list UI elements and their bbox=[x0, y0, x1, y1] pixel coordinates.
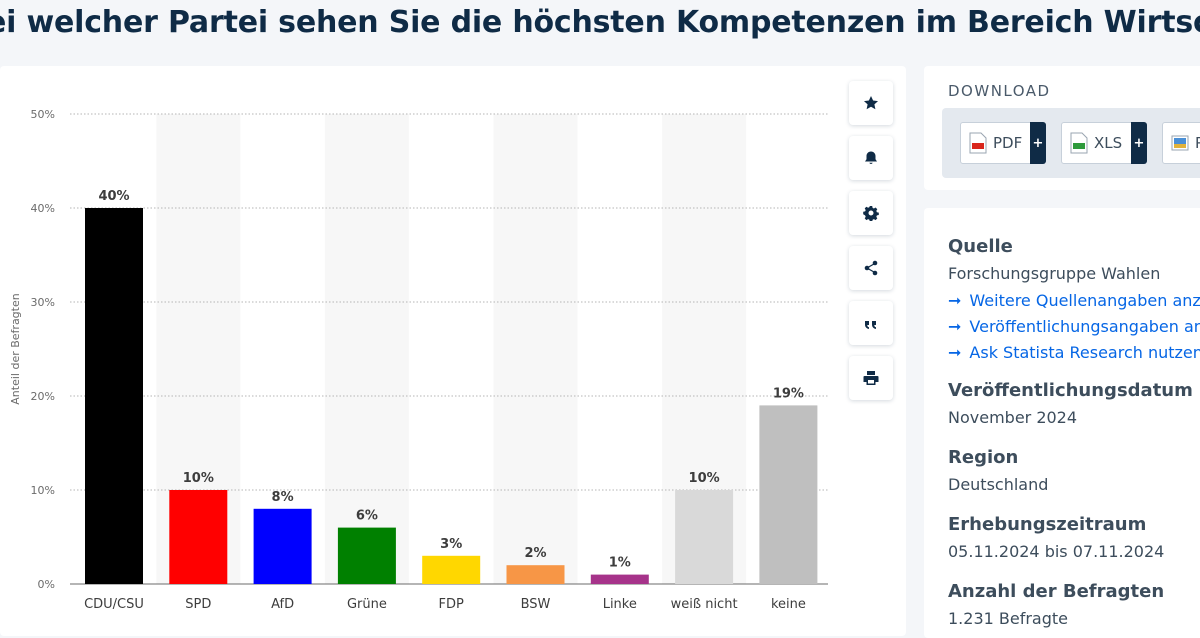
y-tick-label: 10% bbox=[31, 484, 55, 497]
pdf-file-icon bbox=[969, 132, 987, 154]
xls-label: XLS bbox=[1094, 134, 1123, 152]
x-tick-label: SPD bbox=[185, 597, 211, 612]
more-source-link-label: Weitere Quellenangaben anzei bbox=[969, 291, 1200, 310]
info-panel: Quelle Forschungsgruppe Wahlen ➞ Weitere … bbox=[924, 208, 1200, 638]
bar bbox=[169, 490, 228, 584]
download-png-button[interactable]: P bbox=[1162, 122, 1200, 164]
y-tick-label: 0% bbox=[38, 578, 55, 591]
publication-info-link-label: Veröffentlichungsangaben anze bbox=[969, 317, 1200, 336]
bell-icon bbox=[865, 151, 877, 165]
bar bbox=[253, 508, 312, 584]
download-bar: PDF + XLS + P bbox=[942, 108, 1200, 178]
quote-icon bbox=[865, 321, 876, 329]
source-text: Forschungsgruppe Wahlen bbox=[948, 264, 1161, 283]
x-tick-label: FDP bbox=[439, 597, 464, 612]
more-source-link[interactable]: ➞ Weitere Quellenangaben anzei bbox=[948, 291, 1200, 310]
bar bbox=[506, 565, 565, 584]
settings-button[interactable] bbox=[849, 191, 893, 235]
y-tick-label: 50% bbox=[31, 108, 55, 121]
respondents-text: 1.231 Befragte bbox=[948, 609, 1068, 628]
favorite-button[interactable] bbox=[849, 81, 893, 125]
data-label: 3% bbox=[440, 537, 462, 552]
period-text: 05.11.2024 bis 07.11.2024 bbox=[948, 542, 1165, 561]
download-xls-button[interactable]: XLS + bbox=[1061, 122, 1147, 164]
x-tick-label: Linke bbox=[603, 597, 637, 612]
print-button[interactable] bbox=[849, 356, 893, 400]
region-text: Deutschland bbox=[948, 475, 1049, 494]
printer-icon bbox=[863, 371, 879, 385]
bar bbox=[422, 555, 481, 584]
pubdate-heading: Veröffentlichungsdatum bbox=[948, 380, 1193, 401]
x-tick-label: CDU/CSU bbox=[84, 597, 144, 612]
bar bbox=[590, 574, 649, 584]
pdf-plus[interactable]: + bbox=[1030, 122, 1046, 164]
data-label: 1% bbox=[609, 556, 631, 571]
chart-card bbox=[0, 66, 906, 636]
arrow-right-icon: ➞ bbox=[948, 317, 962, 336]
gear-icon bbox=[863, 206, 879, 221]
category-band bbox=[324, 114, 409, 584]
publication-info-link[interactable]: ➞ Veröffentlichungsangaben anze bbox=[948, 317, 1200, 336]
bar bbox=[337, 527, 396, 584]
bar bbox=[759, 405, 818, 584]
x-tick-label: keine bbox=[771, 597, 806, 612]
category-band bbox=[493, 114, 578, 584]
pubdate-text: November 2024 bbox=[948, 408, 1078, 427]
y-tick-label: 40% bbox=[31, 202, 55, 215]
region-heading: Region bbox=[948, 447, 1019, 468]
download-pdf-button[interactable]: PDF + bbox=[960, 122, 1046, 164]
page-title: ei welcher Partei sehen Sie die höchsten… bbox=[0, 5, 1200, 40]
data-label: 10% bbox=[183, 471, 214, 486]
data-label: 19% bbox=[773, 386, 804, 401]
image-file-icon bbox=[1171, 132, 1189, 154]
data-label: 2% bbox=[524, 546, 546, 561]
download-title: DOWNLOAD bbox=[948, 82, 1051, 100]
y-tick-label: 30% bbox=[31, 296, 55, 309]
png-label: P bbox=[1195, 134, 1200, 152]
share-icon bbox=[864, 260, 878, 276]
download-panel: DOWNLOAD PDF + XLS + P bbox=[924, 66, 1200, 190]
notification-button[interactable] bbox=[849, 136, 893, 180]
bar-chart: 0% 10% 20% 30% 40% 50% Anteil der Befragten 40%… bbox=[9, 108, 828, 612]
star-icon bbox=[864, 96, 878, 110]
arrow-right-icon: ➞ bbox=[948, 343, 962, 362]
ask-research-link[interactable]: ➞ Ask Statista Research nutzen bbox=[948, 343, 1200, 362]
xls-file-icon bbox=[1070, 132, 1088, 154]
bar bbox=[85, 208, 143, 584]
data-label: 8% bbox=[272, 490, 294, 505]
arrow-right-icon: ➞ bbox=[948, 291, 962, 310]
pdf-label: PDF bbox=[993, 134, 1023, 152]
x-tick-label: weiß nicht bbox=[671, 597, 738, 612]
respondents-heading: Anzahl der Befragten bbox=[948, 581, 1165, 602]
x-tick-label: AfD bbox=[271, 597, 294, 612]
share-button[interactable] bbox=[849, 246, 893, 290]
period-heading: Erhebungszeitraum bbox=[948, 514, 1147, 535]
ask-research-link-label: Ask Statista Research nutzen bbox=[969, 343, 1200, 362]
cite-button[interactable] bbox=[849, 301, 893, 345]
data-label: 40% bbox=[98, 189, 129, 204]
x-tick-label: BSW bbox=[521, 597, 551, 612]
y-tick-label: 20% bbox=[31, 390, 55, 403]
source-heading: Quelle bbox=[948, 236, 1013, 257]
bar bbox=[675, 490, 734, 584]
data-label: 10% bbox=[689, 471, 720, 486]
data-label: 6% bbox=[356, 509, 378, 524]
xls-plus[interactable]: + bbox=[1131, 122, 1147, 164]
y-axis-label: Anteil der Befragten bbox=[9, 293, 22, 404]
x-tick-label: Grüne bbox=[347, 597, 387, 612]
